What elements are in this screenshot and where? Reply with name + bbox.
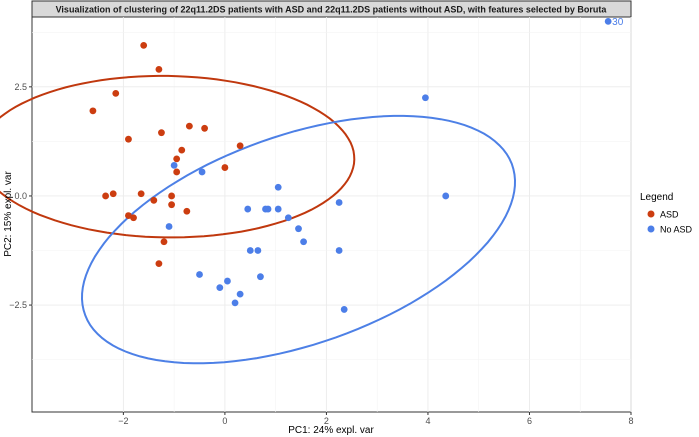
point-no-asd [246, 247, 254, 254]
legend-title: Legend [640, 192, 673, 203]
legend-label-asd: ASD [660, 210, 679, 220]
legend-swatch-asd [647, 210, 655, 218]
point-asd [173, 155, 181, 163]
point-no-asd [170, 161, 178, 169]
y-tick-label: −2.5 [9, 300, 27, 310]
point-asd [130, 214, 137, 222]
point-no-asd [264, 205, 272, 213]
grid-lines [32, 17, 632, 412]
point-no-asd [300, 238, 307, 246]
x-tick-label: 8 [628, 416, 633, 426]
point-asd [140, 41, 148, 49]
confidence-ellipses [0, 74, 517, 365]
y-tick-label: 2.5 [14, 82, 27, 92]
point-annotations: 30 [612, 17, 624, 28]
point-asd [89, 107, 97, 115]
point-asd [150, 196, 158, 204]
point-asd [112, 89, 120, 97]
point-asd [183, 207, 191, 215]
point-asd [155, 260, 163, 268]
x-tick-label: 6 [527, 416, 532, 426]
point-no-asd [224, 277, 231, 285]
point-no-asd [244, 205, 252, 213]
y-tick-label: 0.0 [14, 191, 27, 201]
point-no-asd [340, 306, 348, 313]
point-asd [201, 124, 208, 132]
point-asd [125, 212, 132, 219]
x-axis-title: PC1: 24% expl. var [288, 425, 374, 436]
point-no-asd [604, 17, 612, 25]
point-asd [221, 164, 229, 171]
legend-label-no-asd: No ASD [660, 225, 693, 235]
plot-panel [31, 16, 632, 413]
x-tick-label: 0 [222, 416, 227, 426]
ellipse-no-asd [80, 114, 517, 365]
point-no-asd [295, 225, 302, 233]
point-no-asd [231, 299, 239, 307]
point-asd [173, 168, 181, 176]
x-tick-label: −2 [118, 416, 128, 426]
point-no-asd [335, 199, 343, 206]
point-no-asd [216, 284, 224, 292]
point-no-asd [274, 205, 282, 213]
data-points [89, 17, 612, 313]
point-asd [168, 192, 175, 200]
point-asd [168, 201, 175, 209]
point-no-asd [422, 94, 429, 102]
point-asd [125, 135, 132, 143]
x-axis: −2 0 2 4 6 8 [118, 412, 634, 426]
point-asd [160, 238, 168, 246]
point-asd [185, 122, 193, 130]
point-asd [102, 192, 110, 200]
point-no-asd [165, 223, 173, 230]
point-no-asd [236, 290, 244, 298]
x-tick-label: 2 [324, 416, 329, 426]
y-axis: −2.5 0.0 2.5 [9, 82, 32, 310]
point-no-asd [196, 271, 203, 278]
y-axis-title: PC2: 15% expl. var [3, 171, 14, 257]
legend-swatch-no-asd [647, 225, 655, 233]
point-asd [137, 190, 145, 198]
point-asd [236, 142, 244, 150]
point-asd [155, 65, 163, 73]
point-no-asd [335, 247, 343, 254]
point-asd [158, 129, 165, 137]
point-no-asd [284, 214, 292, 222]
point-no-asd [442, 192, 450, 200]
point-no-asd [257, 273, 264, 281]
point-label: 30 [612, 17, 624, 28]
point-asd [178, 146, 186, 154]
point-no-asd [198, 168, 206, 176]
point-asd [109, 190, 117, 198]
point-no-asd [274, 183, 282, 191]
ellipse-asd [0, 74, 356, 239]
chart-title: Visualization of clustering of 22q11.2DS… [56, 5, 608, 15]
x-tick-label: 4 [425, 416, 430, 426]
legend: Legend ASD No ASD [640, 192, 693, 235]
point-no-asd [254, 247, 262, 254]
